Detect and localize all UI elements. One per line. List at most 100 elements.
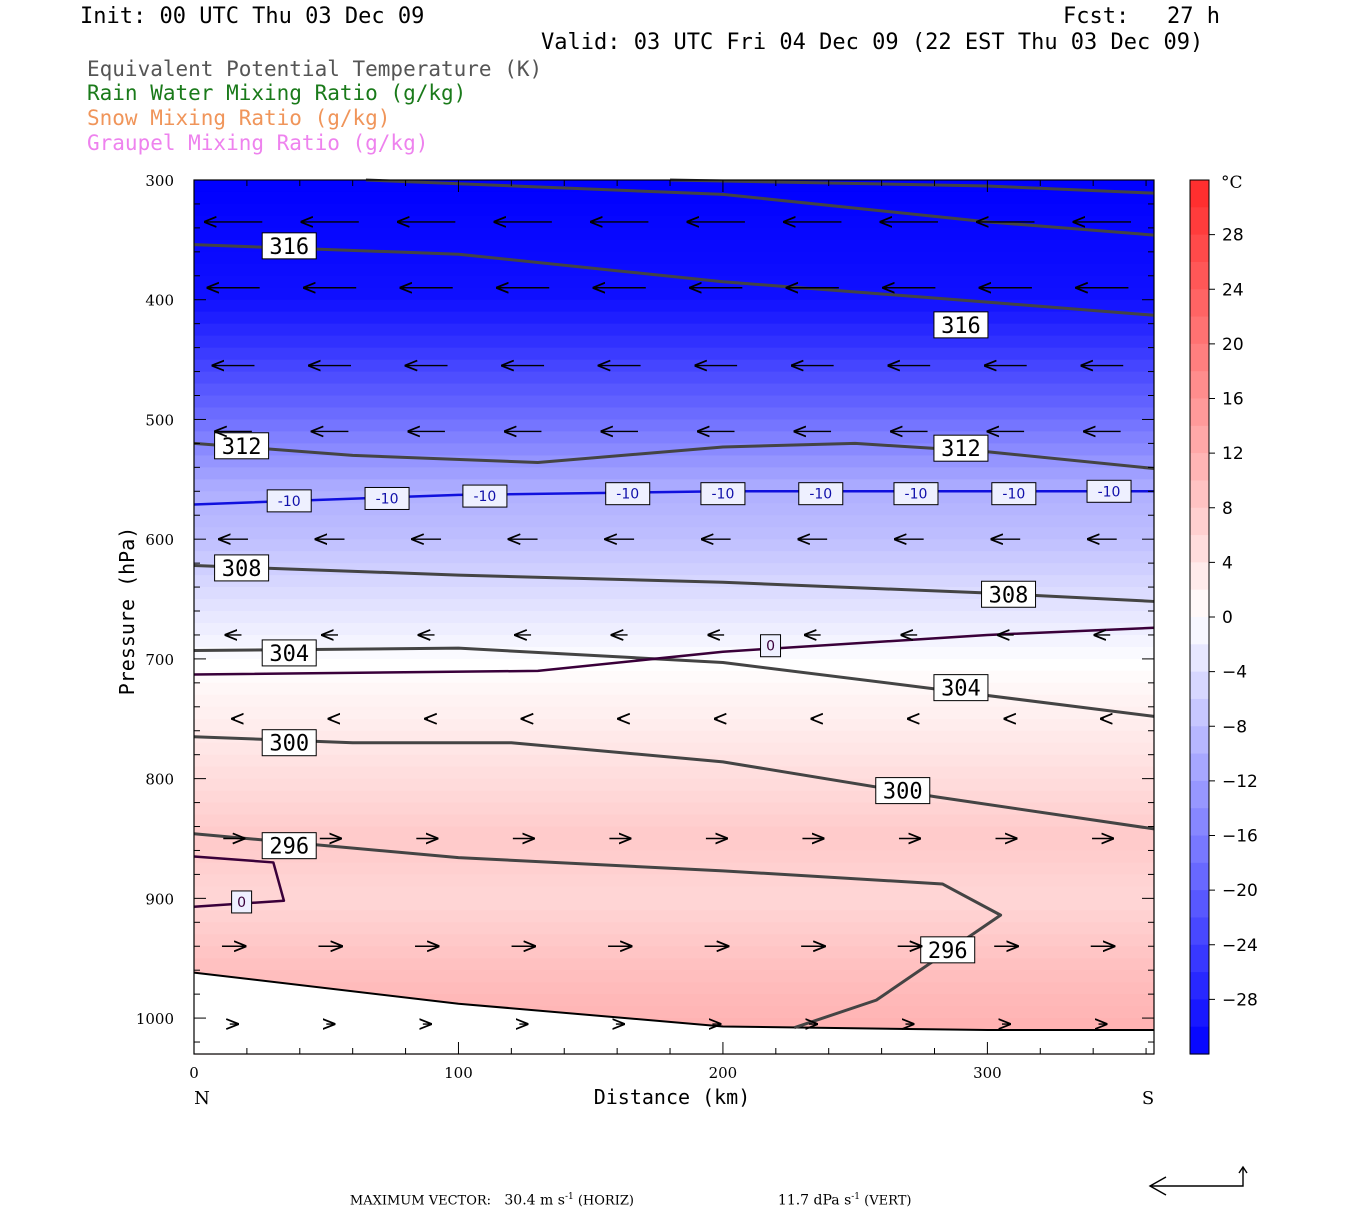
x-tick-label: 300 xyxy=(973,1064,1002,1082)
theta-e-label-300: 300 xyxy=(883,780,923,805)
temperature-band xyxy=(194,275,1154,289)
temperature-band xyxy=(194,922,1154,935)
vert-vector-value: 11.7 dPa s xyxy=(777,1192,852,1209)
isotherm-label--10: -10 xyxy=(809,487,832,503)
vert-suffix: (VERT) xyxy=(860,1193,912,1209)
theta-e-label-316-box xyxy=(933,311,989,339)
colorbar-segment xyxy=(1190,726,1209,755)
temperature-band xyxy=(194,287,1154,301)
theta-e-contour-316 xyxy=(193,243,1155,317)
colorbar-label: −24 xyxy=(1222,936,1258,956)
colorbar-segment xyxy=(1190,180,1209,208)
theta-e-label-308-box xyxy=(981,580,1037,608)
temperature-band xyxy=(194,658,1154,672)
theta-e-label-300-box xyxy=(875,777,931,805)
temperature-band xyxy=(194,299,1154,313)
colorbar-label: 0 xyxy=(1222,608,1233,628)
temperature-band xyxy=(194,898,1154,911)
temperature-band xyxy=(194,766,1154,780)
legend-rain: Rain Water Mixing Ratio (g/kg) xyxy=(87,81,467,105)
colorbar-segment xyxy=(1190,261,1209,290)
temperature-band xyxy=(194,611,1154,624)
isotherm-label--10: -10 xyxy=(1098,484,1121,500)
temperature-band xyxy=(194,790,1154,804)
isotherm-label-0: 0 xyxy=(237,895,246,911)
theta-e-label-316: 316 xyxy=(941,314,981,339)
temperature-band xyxy=(194,527,1154,540)
colorbar-segment xyxy=(1190,671,1209,700)
temperature-band xyxy=(194,730,1154,744)
theta-e-label-308-box xyxy=(214,554,270,582)
theta-e-label-296: 296 xyxy=(928,939,968,964)
colorbar-segment xyxy=(1190,535,1209,563)
temperature-band xyxy=(194,742,1154,756)
isotherm-label--10: -10 xyxy=(376,491,399,507)
colorbar-label: 8 xyxy=(1222,499,1233,519)
colorbar-segment xyxy=(1190,289,1209,318)
theta-e-label-308: 308 xyxy=(989,583,1029,608)
isotherm-label--10-box xyxy=(462,484,508,508)
colorbar-segment xyxy=(1190,617,1209,645)
temperature-band xyxy=(194,718,1154,732)
temperature-fill xyxy=(194,180,1154,1055)
theta-e-contour-300 xyxy=(193,735,1155,831)
isotherm-label--10-box xyxy=(364,486,410,510)
isotherm-0 xyxy=(193,626,1155,676)
isotherm-label-0-box xyxy=(760,634,782,658)
colorbar-label: −28 xyxy=(1222,990,1258,1010)
temperature-band xyxy=(194,455,1154,468)
colorbar-label: −20 xyxy=(1222,881,1258,901)
temperature-band xyxy=(194,826,1154,840)
max-vector-caption: MAXIMUM VECTOR: 30.4 m s-1 (HORIZ) xyxy=(341,1176,634,1209)
temperature-band xyxy=(194,227,1154,241)
x-axis-label: Distance (km) xyxy=(594,1085,751,1109)
legend-snow: Snow Mixing Ratio (g/kg) xyxy=(87,106,391,130)
isotherm-label--10: -10 xyxy=(711,487,734,503)
y-tick-label: 900 xyxy=(145,890,174,908)
colorbar-label: −4 xyxy=(1222,663,1247,683)
temperature-band xyxy=(194,467,1154,480)
temperature-band xyxy=(194,335,1154,349)
colorbar-segment xyxy=(1190,944,1209,973)
x-end-label-north: N xyxy=(194,1088,210,1109)
temperature-band xyxy=(194,802,1154,816)
colorbar-label: 28 xyxy=(1222,226,1244,246)
isotherm-label-0-box xyxy=(231,890,253,914)
theta-e-label-312: 312 xyxy=(941,437,981,462)
x-end-label-south: S xyxy=(1142,1088,1154,1109)
theta-e-label-312-box xyxy=(933,434,989,462)
temperature-band xyxy=(194,359,1154,373)
theta-e-label-304-box xyxy=(933,674,989,702)
theta-e-contour-316 xyxy=(365,178,1155,237)
temperature-band xyxy=(194,563,1154,576)
temperature-band xyxy=(194,634,1154,648)
legend-graupel: Graupel Mixing Ratio (g/kg) xyxy=(87,131,429,155)
isotherm-label--10: -10 xyxy=(616,487,639,503)
colorbar-segment xyxy=(1190,698,1209,727)
temperature-band xyxy=(194,886,1154,899)
temperature-band xyxy=(194,419,1154,433)
colorbar-segment xyxy=(1190,835,1209,864)
temperature-band xyxy=(194,323,1154,337)
isotherm-label--10: -10 xyxy=(473,489,496,505)
colorbar-label: −12 xyxy=(1222,772,1258,792)
colorbar-segment xyxy=(1190,780,1209,809)
temperature-band xyxy=(194,371,1154,385)
valid-time: Valid: 03 UTC Fri 04 Dec 09 (22 EST Thu … xyxy=(541,30,1204,55)
axes: 300 400 500 600 700 800 900 1000 0 100 200 300 N S Dis… xyxy=(115,172,1155,1109)
temperature-band xyxy=(194,515,1154,528)
colorbar-label: 12 xyxy=(1222,444,1244,464)
temperature-band xyxy=(194,910,1154,923)
colorbar-segment xyxy=(1190,343,1209,372)
colorbar-segment xyxy=(1190,917,1209,946)
below-ground-mask xyxy=(194,972,1154,1054)
isotherm-label--10-box xyxy=(605,482,651,506)
y-tick-label: 500 xyxy=(145,411,174,429)
isotherm-label--10-box xyxy=(266,489,312,513)
vert-vector-caption: 11.7 dPa s-1 (VERT) xyxy=(769,1176,912,1209)
theta-e-label-312: 312 xyxy=(222,435,262,460)
colorbar-segment xyxy=(1190,808,1209,837)
y-tick-label: 600 xyxy=(145,531,174,549)
colorbar-segment xyxy=(1190,999,1209,1028)
temperature-band xyxy=(194,850,1154,864)
